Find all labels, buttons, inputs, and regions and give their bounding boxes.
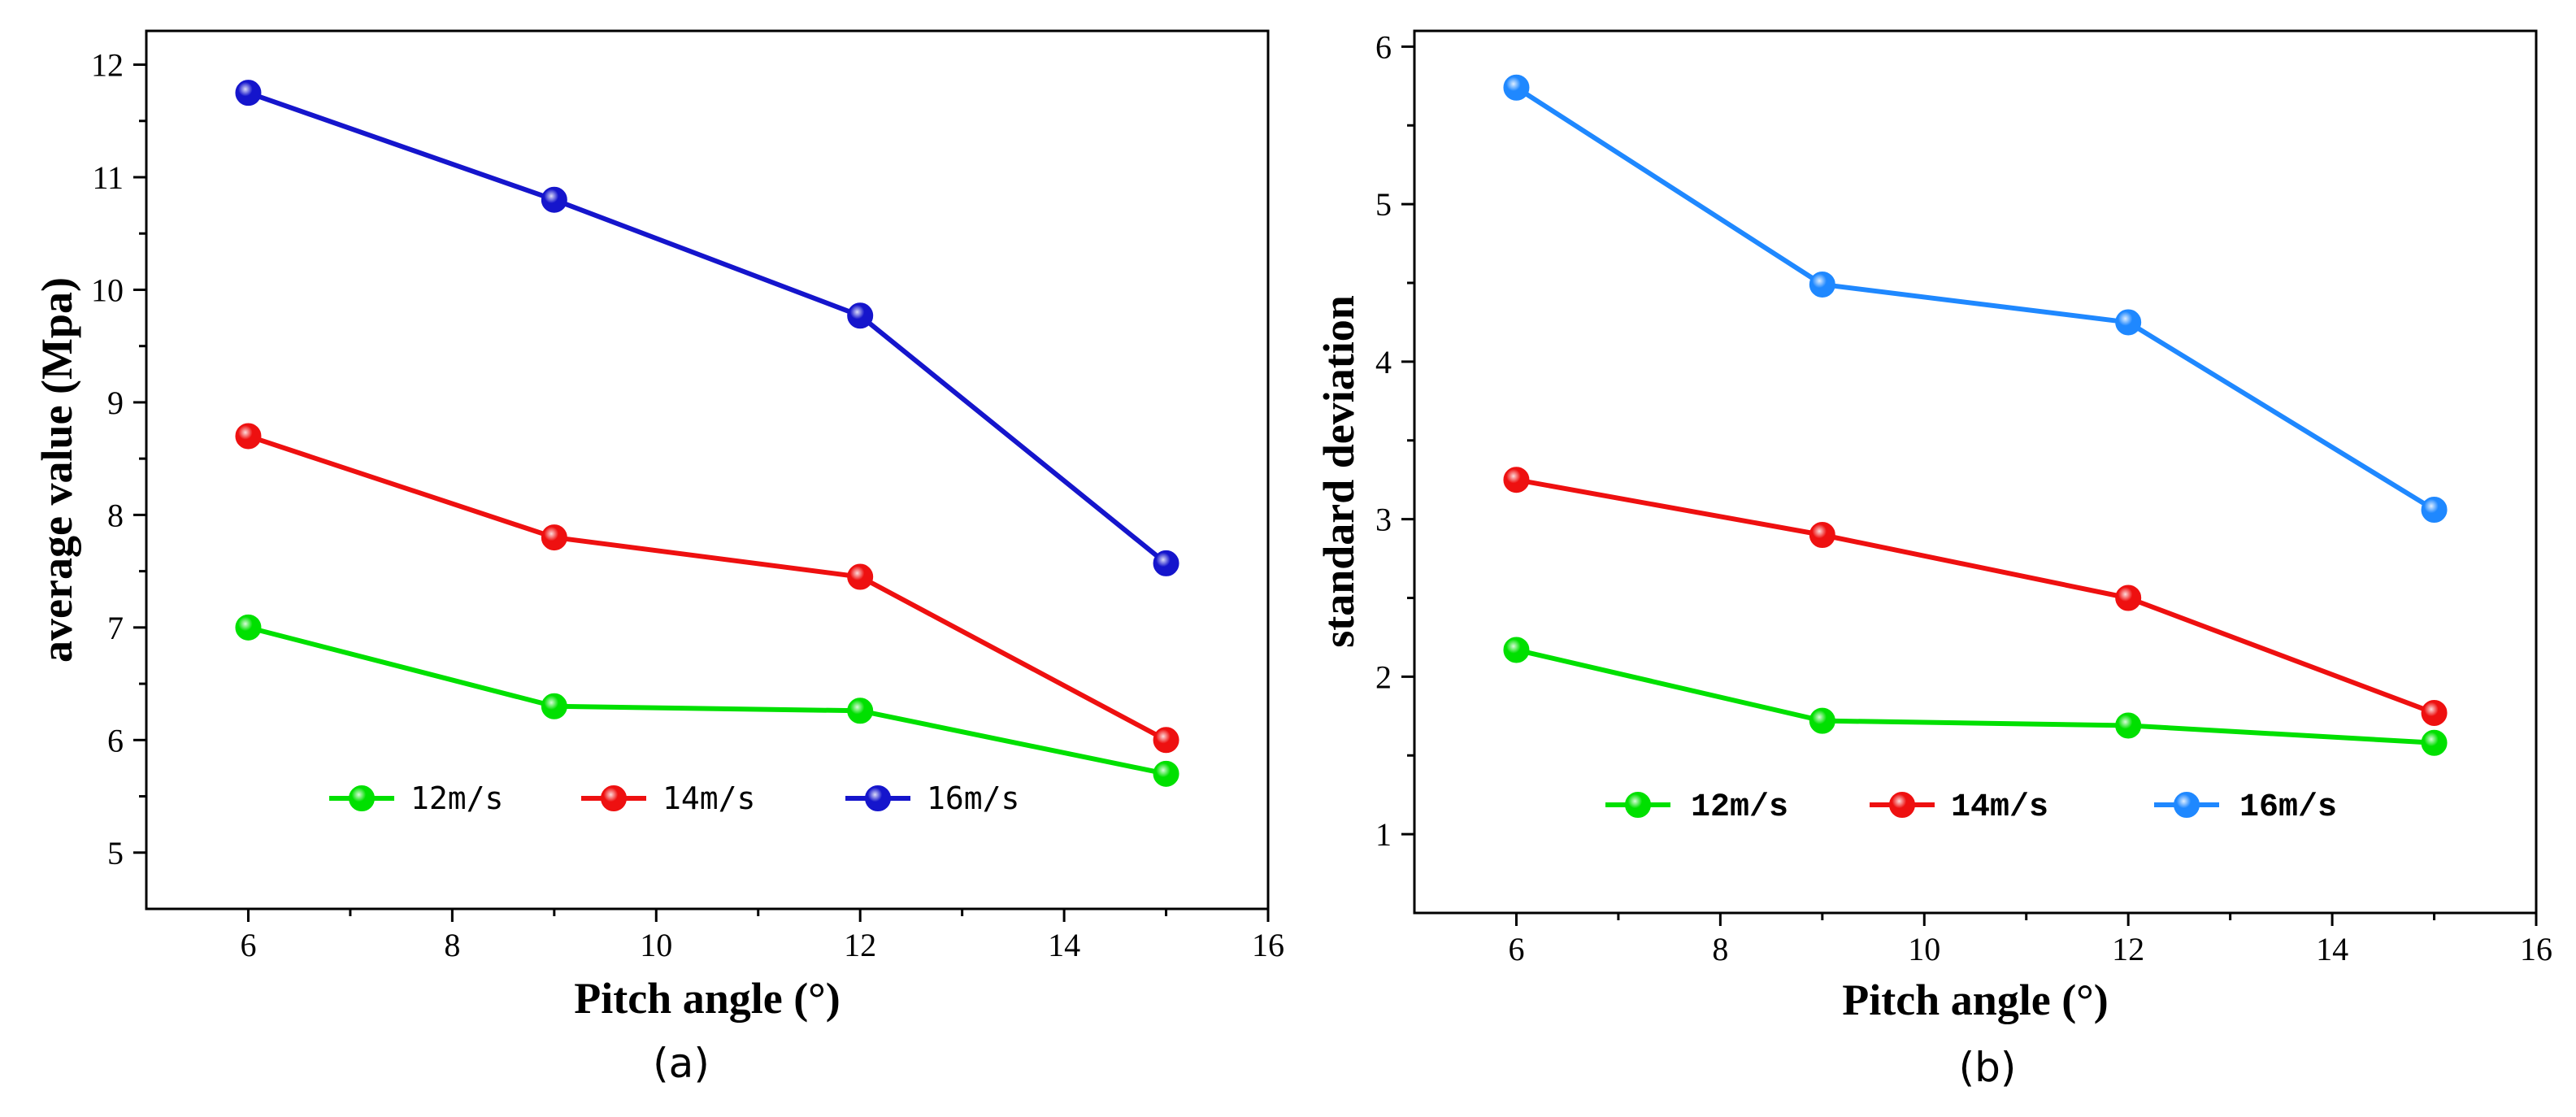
series-lines-a: [247, 90, 1168, 776]
data-point-16m/s-6: [1503, 74, 1530, 101]
data-point-16m/s-15: [2421, 497, 2448, 523]
data-point-16m/s-6: [235, 80, 262, 106]
x-tick-label: 16: [1252, 927, 1284, 963]
legend-a: 12m/s 14m/s 16m/s: [329, 780, 1019, 816]
data-point-16m/s-15: [1153, 550, 1179, 576]
x-tick-label: 12: [844, 927, 876, 963]
y-tick-label: 5: [1375, 186, 1392, 223]
data-point-12m/s-12: [847, 698, 874, 724]
x-tick-label: 14: [1048, 927, 1080, 963]
x-tick-label: 16: [2520, 931, 2552, 967]
x-tick-label: 6: [1508, 931, 1524, 967]
y-tick-label: 5: [107, 835, 124, 871]
legend-b: 12m/s 14m/s 16m/s: [1605, 789, 2337, 826]
plot-frame-b: [1413, 29, 2538, 915]
data-point-12m/s-6: [235, 614, 262, 641]
y-tick-label: 8: [107, 497, 124, 533]
y-tick-label: 12: [91, 47, 124, 84]
data-point-14m/s-9: [541, 524, 567, 551]
y-tick-label: 4: [1375, 344, 1392, 380]
x-tick-label: 14: [2316, 931, 2348, 967]
legend-swatch-marker: [349, 785, 375, 811]
series-points-a: [235, 80, 1179, 787]
panel-label-b: (b): [1959, 1044, 2017, 1091]
data-point-12m/s-12: [2115, 712, 2142, 739]
legend-label: 12m/s: [411, 780, 503, 816]
data-point-12m/s-9: [541, 693, 567, 719]
x-axis-label-a: Pitch angle (°): [574, 974, 841, 1023]
series-line-16m/s: [1514, 85, 2436, 512]
legend-swatch-marker: [2174, 792, 2200, 818]
x-tick-label: 8: [1712, 931, 1728, 967]
legend-swatch-marker: [865, 785, 891, 811]
x-tick-label: 12: [2112, 931, 2144, 967]
x-tick-label: 10: [640, 927, 672, 963]
legend-item-12m/s: 12m/s: [1605, 789, 1788, 826]
series-line-12m/s: [247, 624, 1167, 776]
data-point-12m/s-15: [1153, 760, 1179, 787]
data-point-16m/s-12: [2115, 309, 2142, 336]
legend-label: 14m/s: [1951, 789, 2048, 826]
panel-label-a: (a): [653, 1040, 710, 1087]
plot-frame-a: [145, 29, 1270, 911]
legend-swatch-marker: [601, 785, 627, 811]
legend-item-16m/s: 16m/s: [2154, 789, 2337, 826]
y-tick-label: 2: [1375, 658, 1392, 695]
data-point-12m/s-9: [1809, 707, 1835, 734]
series-line-14m/s: [1515, 477, 2435, 715]
legend-item-14m/s: 14m/s: [1870, 789, 2048, 826]
y-tick-label: 6: [107, 722, 124, 758]
legend-swatch-marker: [1625, 792, 1651, 818]
data-point-12m/s-6: [1503, 637, 1530, 663]
data-point-16m/s-9: [1809, 271, 1835, 298]
data-point-16m/s-12: [847, 302, 874, 329]
data-point-14m/s-12: [2115, 585, 2142, 611]
y-axis-label-b: standard deviation: [1314, 295, 1363, 648]
data-point-14m/s-6: [1503, 467, 1530, 493]
y-tick-label: 10: [91, 272, 124, 308]
data-point-14m/s-15: [1153, 727, 1179, 754]
y-tick-label: 7: [107, 610, 124, 646]
y-tick-label: 11: [92, 159, 124, 196]
legend-item-16m/s: 16m/s: [845, 780, 1019, 816]
legend-label: 16m/s: [2239, 789, 2337, 826]
y-axis-label-a: average value (Mpa): [33, 277, 81, 663]
legend-item-14m/s: 14m/s: [581, 780, 755, 816]
series-line-12m/s: [1515, 647, 2435, 745]
series-points-b: [1503, 74, 2448, 756]
y-tick-label: 6: [1375, 28, 1392, 65]
y-tick-label: 9: [107, 385, 124, 421]
legend-item-12m/s: 12m/s: [329, 780, 503, 816]
x-tick-label: 6: [240, 927, 256, 963]
x-tick-label: 8: [444, 927, 460, 963]
data-point-14m/s-6: [235, 423, 262, 450]
chart-panel-a: 6 8 10 12 14 16 5 6 7 8 9 10 11 12 Pitch angle (°) av…: [33, 29, 1284, 1087]
data-point-12m/s-15: [2421, 729, 2448, 756]
legend-label: 12m/s: [1691, 789, 1788, 826]
series-lines-b: [1514, 85, 2436, 745]
data-point-14m/s-9: [1809, 522, 1835, 548]
data-point-14m/s-12: [847, 563, 874, 590]
legend-label: 14m/s: [662, 780, 755, 816]
x-axis-label-b: Pitch angle (°): [1842, 976, 2109, 1024]
y-tick-label: 1: [1375, 816, 1392, 853]
legend-swatch-marker: [1889, 792, 1915, 818]
data-point-14m/s-15: [2421, 699, 2448, 726]
ticks-a: 6 8 10 12 14 16 5 6 7 8 9 10 11 12: [91, 47, 1284, 963]
y-tick-label: 3: [1375, 502, 1392, 538]
series-line-16m/s: [247, 90, 1168, 566]
series-line-14m/s: [247, 433, 1167, 742]
legend-label: 16m/s: [927, 780, 1019, 816]
data-point-16m/s-9: [541, 186, 567, 213]
x-tick-label: 10: [1908, 931, 1940, 967]
